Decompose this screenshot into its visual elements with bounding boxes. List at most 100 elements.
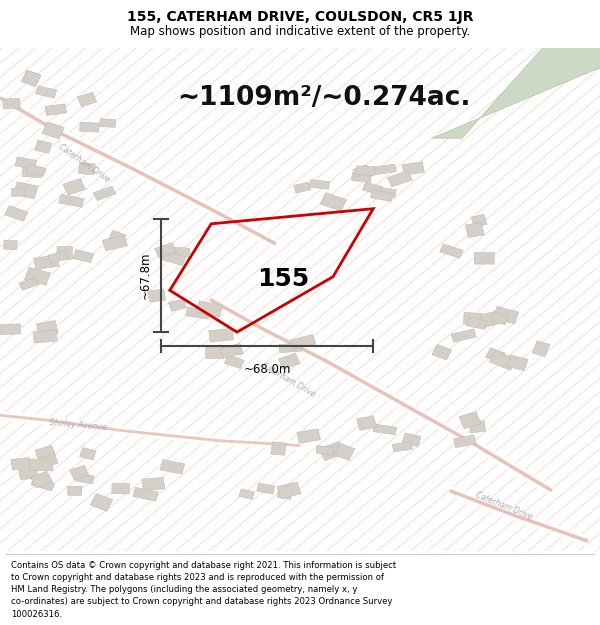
FancyBboxPatch shape xyxy=(4,240,17,250)
FancyBboxPatch shape xyxy=(506,355,528,371)
FancyBboxPatch shape xyxy=(257,483,275,494)
FancyBboxPatch shape xyxy=(100,119,116,127)
FancyBboxPatch shape xyxy=(334,443,355,461)
FancyBboxPatch shape xyxy=(11,458,31,470)
FancyBboxPatch shape xyxy=(160,459,185,474)
FancyBboxPatch shape xyxy=(48,251,68,263)
FancyBboxPatch shape xyxy=(466,318,487,329)
FancyBboxPatch shape xyxy=(90,494,113,511)
Text: Caterham Drive: Caterham Drive xyxy=(474,491,534,521)
FancyBboxPatch shape xyxy=(209,328,233,342)
FancyBboxPatch shape xyxy=(23,71,39,82)
FancyBboxPatch shape xyxy=(31,471,52,488)
FancyBboxPatch shape xyxy=(379,188,396,198)
FancyBboxPatch shape xyxy=(35,140,52,154)
FancyBboxPatch shape xyxy=(316,446,334,455)
FancyBboxPatch shape xyxy=(490,351,517,370)
FancyBboxPatch shape xyxy=(239,489,254,499)
FancyBboxPatch shape xyxy=(459,411,481,429)
FancyBboxPatch shape xyxy=(42,122,64,139)
Text: Contains OS data © Crown copyright and database right 2021. This information is : Contains OS data © Crown copyright and d… xyxy=(11,561,396,570)
FancyBboxPatch shape xyxy=(3,99,20,109)
FancyBboxPatch shape xyxy=(440,244,463,258)
FancyBboxPatch shape xyxy=(320,192,347,211)
FancyBboxPatch shape xyxy=(388,171,412,187)
FancyBboxPatch shape xyxy=(352,173,371,182)
FancyBboxPatch shape xyxy=(290,334,316,349)
FancyBboxPatch shape xyxy=(466,222,484,238)
Text: 155: 155 xyxy=(257,267,309,291)
FancyBboxPatch shape xyxy=(31,478,55,491)
FancyBboxPatch shape xyxy=(205,346,224,359)
FancyBboxPatch shape xyxy=(154,242,176,258)
Text: to Crown copyright and database rights 2023 and is reproduced with the permissio: to Crown copyright and database rights 2… xyxy=(11,573,384,582)
FancyBboxPatch shape xyxy=(362,182,383,195)
FancyBboxPatch shape xyxy=(79,162,95,174)
FancyBboxPatch shape xyxy=(392,442,412,452)
FancyBboxPatch shape xyxy=(21,70,41,87)
FancyBboxPatch shape xyxy=(185,307,210,319)
Text: co-ordinates) are subject to Crown copyright and database rights 2023 Ordnance S: co-ordinates) are subject to Crown copyr… xyxy=(11,598,392,606)
FancyBboxPatch shape xyxy=(94,186,116,201)
FancyBboxPatch shape xyxy=(76,473,94,484)
Text: ~1109m²/~0.274ac.: ~1109m²/~0.274ac. xyxy=(177,85,471,111)
FancyBboxPatch shape xyxy=(278,353,300,369)
FancyBboxPatch shape xyxy=(107,230,126,245)
FancyBboxPatch shape xyxy=(485,348,505,362)
FancyBboxPatch shape xyxy=(319,441,345,461)
Text: HM Land Registry. The polygons (including the associated geometry, namely x, y: HM Land Registry. The polygons (includin… xyxy=(11,585,357,594)
FancyBboxPatch shape xyxy=(371,164,397,175)
FancyBboxPatch shape xyxy=(471,214,487,227)
FancyBboxPatch shape xyxy=(356,166,375,175)
FancyBboxPatch shape xyxy=(80,448,96,460)
FancyBboxPatch shape xyxy=(493,306,519,324)
FancyBboxPatch shape xyxy=(73,249,94,262)
FancyBboxPatch shape xyxy=(277,488,293,499)
FancyBboxPatch shape xyxy=(45,104,67,116)
FancyBboxPatch shape xyxy=(402,162,424,175)
FancyBboxPatch shape xyxy=(35,86,57,98)
FancyBboxPatch shape xyxy=(29,459,53,471)
FancyBboxPatch shape xyxy=(19,278,38,291)
FancyBboxPatch shape xyxy=(36,321,58,336)
Text: 100026316.: 100026316. xyxy=(11,609,62,619)
FancyBboxPatch shape xyxy=(103,235,128,251)
FancyBboxPatch shape xyxy=(13,182,38,199)
FancyBboxPatch shape xyxy=(491,312,508,325)
FancyBboxPatch shape xyxy=(474,253,494,264)
FancyBboxPatch shape xyxy=(133,488,158,501)
FancyBboxPatch shape xyxy=(532,341,550,357)
FancyBboxPatch shape xyxy=(68,486,82,495)
FancyBboxPatch shape xyxy=(11,188,26,196)
FancyBboxPatch shape xyxy=(77,92,97,107)
Text: Shirley Avenue: Shirley Avenue xyxy=(49,418,107,432)
Text: Caterham Drive: Caterham Drive xyxy=(56,142,112,184)
FancyBboxPatch shape xyxy=(35,446,55,459)
FancyBboxPatch shape xyxy=(453,435,476,447)
Text: 155, CATERHAM DRIVE, COULSDON, CR5 1JR: 155, CATERHAM DRIVE, COULSDON, CR5 1JR xyxy=(127,11,473,24)
FancyBboxPatch shape xyxy=(34,255,59,269)
FancyBboxPatch shape xyxy=(402,433,421,447)
Text: ~67.8m: ~67.8m xyxy=(139,252,152,299)
FancyBboxPatch shape xyxy=(169,299,187,311)
FancyBboxPatch shape xyxy=(469,421,485,432)
FancyBboxPatch shape xyxy=(356,416,377,431)
FancyBboxPatch shape xyxy=(59,194,84,208)
FancyBboxPatch shape xyxy=(142,478,164,491)
FancyBboxPatch shape xyxy=(63,178,86,195)
FancyBboxPatch shape xyxy=(5,206,28,221)
FancyBboxPatch shape xyxy=(25,268,50,285)
FancyBboxPatch shape xyxy=(0,324,21,334)
FancyBboxPatch shape xyxy=(112,483,130,494)
FancyBboxPatch shape xyxy=(451,329,476,342)
FancyBboxPatch shape xyxy=(161,251,186,266)
FancyBboxPatch shape xyxy=(370,189,393,201)
FancyBboxPatch shape xyxy=(148,289,166,302)
FancyBboxPatch shape xyxy=(309,179,330,189)
FancyBboxPatch shape xyxy=(353,165,370,177)
FancyBboxPatch shape xyxy=(432,344,452,360)
FancyBboxPatch shape xyxy=(277,482,301,499)
FancyBboxPatch shape xyxy=(480,311,502,328)
FancyBboxPatch shape xyxy=(297,429,320,443)
Text: ~68.0m: ~68.0m xyxy=(244,363,290,376)
